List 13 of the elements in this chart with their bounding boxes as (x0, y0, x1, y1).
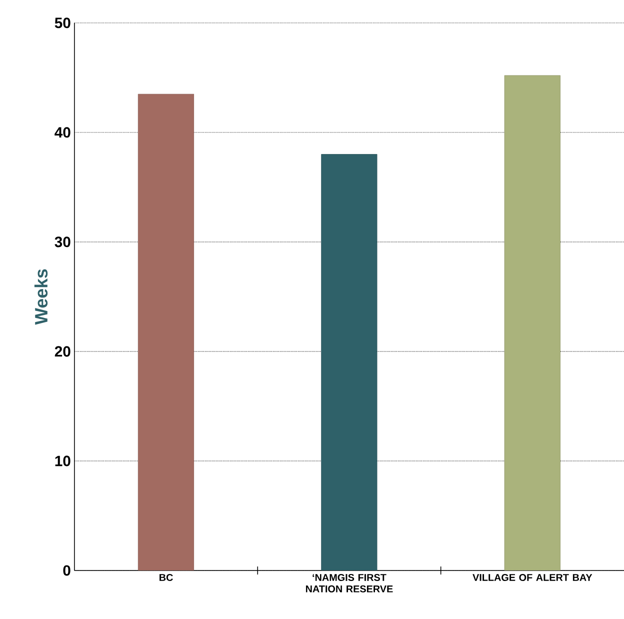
y-tick-label: 0 (63, 565, 70, 576)
y-tick-label: 30 (54, 236, 70, 248)
y-tick-label: 50 (54, 17, 70, 28)
x-tick-label: ‘NAMGIS FIRST NATION RESERVE (306, 574, 393, 592)
bar (138, 94, 194, 570)
y-tick-label: 20 (54, 346, 70, 357)
x-tick-label: BC (160, 574, 173, 581)
x-tick-label: VILLAGE OF ALERT BAY (472, 574, 592, 581)
bar (321, 154, 378, 570)
y-axis-title: Weeks (34, 269, 48, 325)
bar (504, 75, 560, 570)
y-tick-label: 40 (54, 127, 70, 138)
y-tick-label: 10 (55, 456, 70, 466)
